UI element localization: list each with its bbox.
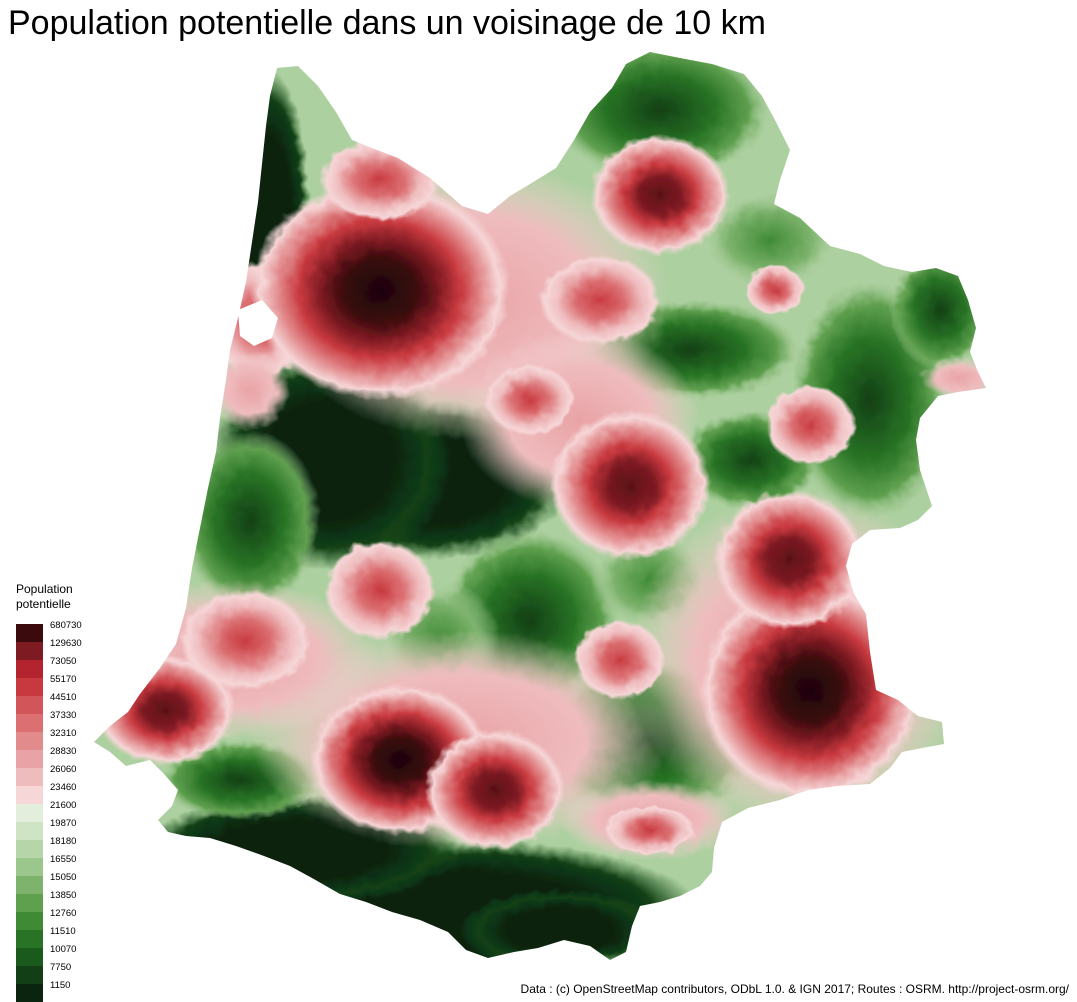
legend-swatch xyxy=(16,984,43,1002)
legend-label: 1150 xyxy=(50,980,71,991)
legend-swatch xyxy=(16,696,43,714)
legend-swatch xyxy=(16,786,43,804)
legend-swatch xyxy=(16,876,43,894)
legend-swatch xyxy=(16,912,43,930)
legend-swatch xyxy=(16,966,43,984)
legend-label: 37330 xyxy=(50,710,77,721)
legend-swatch xyxy=(16,858,43,876)
legend-swatch xyxy=(16,840,43,858)
legend-label: 15050 xyxy=(50,872,77,883)
legend-label: 44510 xyxy=(50,692,77,703)
legend-swatch xyxy=(16,804,43,822)
data-source-credit: Data : (c) OpenStreetMap contributors, O… xyxy=(520,982,1069,996)
legend-swatch xyxy=(16,624,43,642)
map-title: Population potentielle dans un voisinage… xyxy=(8,4,766,42)
legend-swatch xyxy=(16,768,43,786)
legend-label: 129630 xyxy=(50,638,82,649)
legend-label: 12760 xyxy=(50,908,77,919)
legend-title: Population potentielle xyxy=(16,582,73,612)
legend-label: 18180 xyxy=(50,836,77,847)
legend-swatch xyxy=(16,894,43,912)
legend-swatch xyxy=(16,732,43,750)
legend-swatch xyxy=(16,678,43,696)
legend-label: 26060 xyxy=(50,764,77,775)
legend-swatch xyxy=(16,822,43,840)
legend-label: 21600 xyxy=(50,800,77,811)
legend-label: 13850 xyxy=(50,890,77,901)
legend-label: 7750 xyxy=(50,962,72,973)
legend-swatch xyxy=(16,660,43,678)
legend-swatch xyxy=(16,642,43,660)
legend-title-line2: potentielle xyxy=(16,597,71,611)
legend-label: 32310 xyxy=(50,728,77,739)
legend-label: 10070 xyxy=(50,944,77,955)
legend-swatch xyxy=(16,750,43,768)
legend-swatch xyxy=(16,714,43,732)
legend-label: 55170 xyxy=(50,674,77,685)
legend-label: 73050 xyxy=(50,656,77,667)
legend-label: 680730 xyxy=(50,620,82,631)
legend-label: 19870 xyxy=(50,818,77,829)
arcachon-basin xyxy=(238,300,278,346)
legend-label: 28830 xyxy=(50,746,77,757)
legend-swatch xyxy=(16,930,43,948)
legend-label: 23460 xyxy=(50,782,77,793)
legend-label: 11510 xyxy=(50,926,76,937)
legend-title-line1: Population xyxy=(16,582,73,596)
legend-swatch xyxy=(16,948,43,966)
legend-label: 16550 xyxy=(50,854,77,865)
